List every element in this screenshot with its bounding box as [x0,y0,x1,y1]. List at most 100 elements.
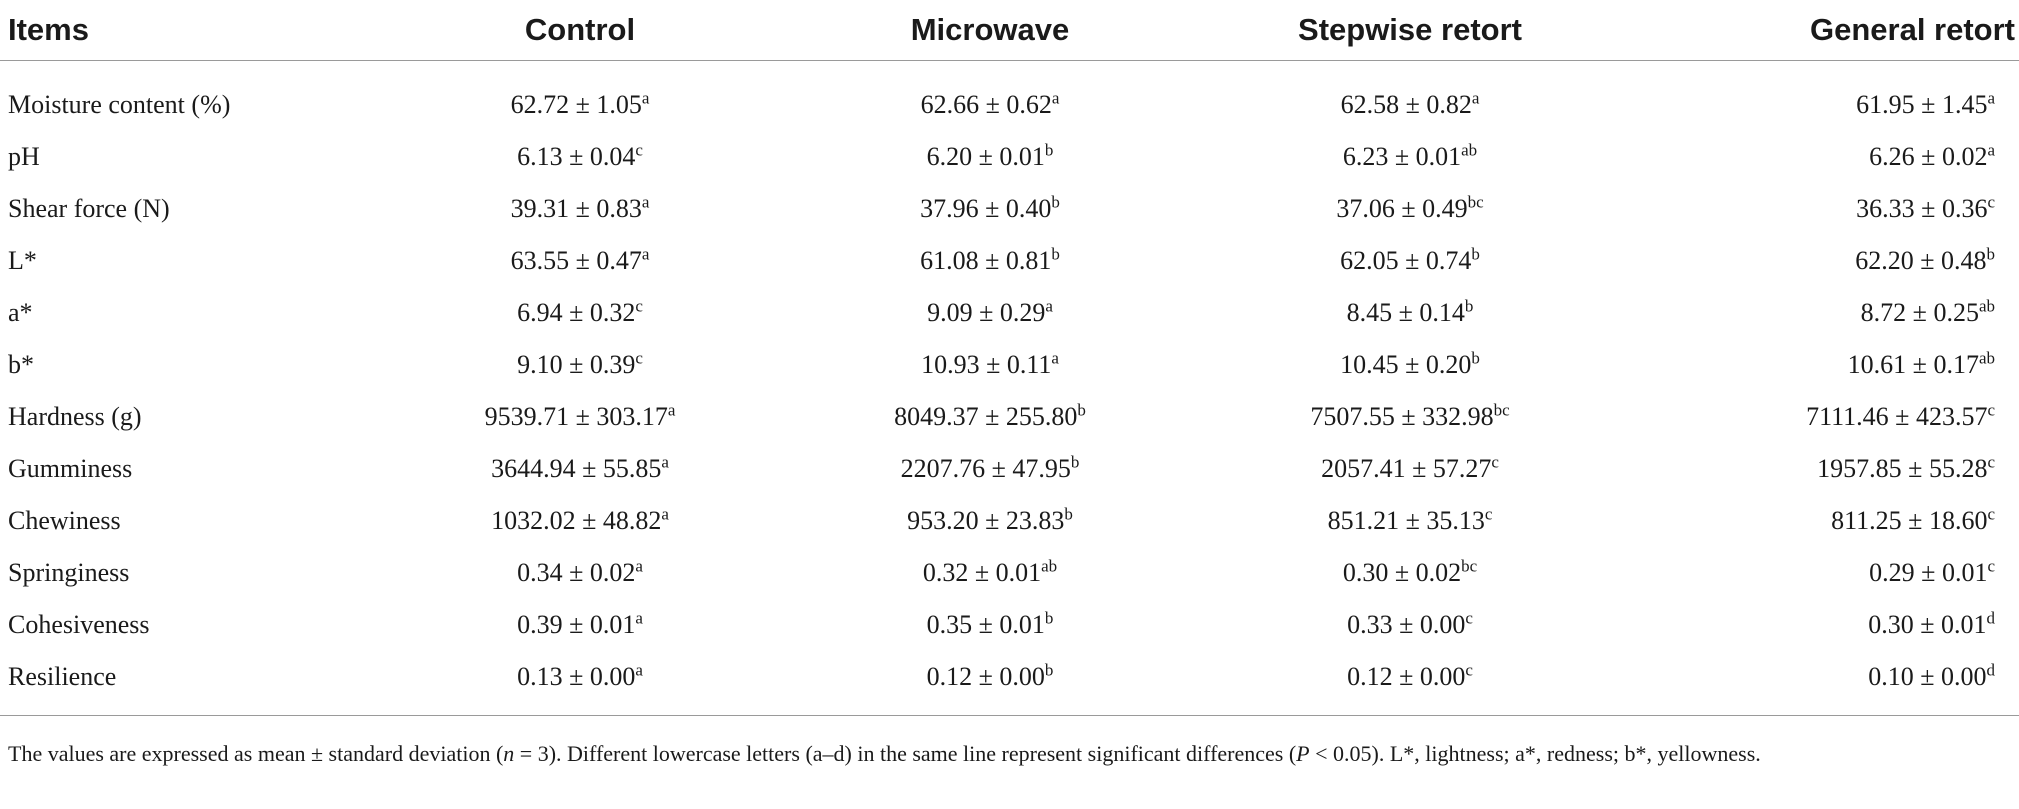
footer-divider [0,715,2019,716]
cell-value: 7507.55 ± 332.98 [1310,402,1494,431]
cell-value: 8.72 ± 0.25 [1860,298,1979,327]
table-cell: 10.45 ± 0.20b [1200,339,1620,391]
significance-letter: ab [1461,140,1478,160]
table-cell: 6.23 ± 0.01ab [1200,131,1620,183]
significance-letter: c [635,140,643,160]
table-cell: 7111.46 ± 423.57c [1620,391,2019,443]
significance-letter: a [635,556,643,576]
table-cell: 851.21 ± 35.13c [1200,495,1620,547]
table-row: b* 9.10 ± 0.39c 10.93 ± 0.11a 10.45 ± 0.20b… [0,339,2019,391]
header-stepwise-retort: Stepwise retort [1298,12,1522,47]
significance-letter: b [1464,296,1474,316]
significance-letter: a [641,244,650,264]
cell-value: 62.58 ± 0.82 [1340,90,1472,119]
footnote-text-3: < 0.05). L*, lightness; a*, redness; b*,… [1309,741,1761,766]
cell-value: 8049.37 ± 255.80 [894,402,1078,431]
table-cell: 9.09 ± 0.29a [780,287,1200,339]
footnote-p: P [1296,741,1310,766]
significance-letter: b [1986,244,1996,264]
significance-letter: bc [1467,192,1484,212]
row-label: Gumminess [8,454,133,483]
footnote-n: n [503,741,515,766]
significance-letter: b [1070,452,1080,472]
significance-letter: ab [1978,296,1995,316]
significance-letter: b [1051,192,1060,212]
table-cell: 10.93 ± 0.11a [780,339,1200,391]
cell-value: 0.39 ± 0.01 [517,610,636,639]
significance-letter: a [641,192,650,212]
cell-value: 61.08 ± 0.81 [920,246,1052,275]
significance-letter: a [1045,296,1053,316]
table-cell: 3644.94 ± 55.85a [380,443,780,495]
significance-letter: c [1491,452,1499,472]
cell-value: 0.10 ± 0.00 [1868,662,1987,691]
table-cell: 0.29 ± 0.01c [1620,547,2019,599]
table-cell: 0.33 ± 0.00c [1200,599,1620,651]
table-cell: 0.30 ± 0.02bc [1200,547,1620,599]
table-cell: 1032.02 ± 48.82a [380,495,780,547]
table-body: Moisture content (%) 62.72 ± 1.05a 62.66 ±… [0,61,2019,703]
table-cell: 61.95 ± 1.45a [1620,61,2019,131]
significance-letter: c [1987,556,1995,576]
significance-letter: d [1986,608,1996,628]
table-cell: 0.12 ± 0.00b [780,651,1200,703]
header-items: Items [8,12,89,47]
table-cell: 0.12 ± 0.00c [1200,651,1620,703]
significance-letter: b [1064,504,1073,524]
significance-letter: c [1484,504,1493,524]
table-footnote: The values are expressed as mean ± stand… [8,738,2013,770]
cell-value: 6.26 ± 0.02 [1869,142,1988,171]
significance-letter: c [1987,452,1995,472]
significance-letter: a [1987,88,1995,108]
cell-value: 1032.02 ± 48.82 [491,506,662,535]
table-row: pH 6.13 ± 0.04c 6.20 ± 0.01b 6.23 ± 0.01ab 6… [0,131,2019,183]
significance-letter: bc [1493,400,1510,420]
cell-value: 0.35 ± 0.01 [926,610,1045,639]
significance-letter: c [635,348,643,368]
table-row: Gumminess 3644.94 ± 55.85a 2207.76 ± 47.95… [0,443,2019,495]
cell-value: 6.20 ± 0.01 [926,142,1045,171]
significance-letter: a [1471,88,1480,108]
table-cell: 2057.41 ± 57.27c [1200,443,1620,495]
significance-letter: b [1044,660,1054,680]
cell-value: 9.10 ± 0.39 [517,350,636,379]
table-cell: 6.20 ± 0.01b [780,131,1200,183]
cell-value: 851.21 ± 35.13 [1327,506,1485,535]
cell-value: 10.61 ± 0.17 [1847,350,1979,379]
significance-letter: c [1987,400,1995,420]
table-cell: 0.39 ± 0.01a [380,599,780,651]
cell-value: 0.12 ± 0.00 [1347,662,1466,691]
cell-value: 39.31 ± 0.83 [510,194,642,223]
table-cell: 953.20 ± 23.83b [780,495,1200,547]
significance-letter: d [1986,660,1996,680]
significance-letter: b [1471,348,1480,368]
significance-letter: a [1987,140,1995,160]
header-divider [0,60,2019,61]
results-table: Items Control Microwave Stepwise retort … [0,12,2019,703]
table-cell: 39.31 ± 0.83a [380,183,780,235]
table-cell: 0.30 ± 0.01d [1620,599,2019,651]
header-microwave: Microwave [910,12,1070,47]
cell-value: 0.32 ± 0.01 [922,558,1042,587]
table-cell: 7507.55 ± 332.98bc [1200,391,1620,443]
table-cell: 8049.37 ± 255.80b [780,391,1200,443]
table-row: Moisture content (%) 62.72 ± 1.05a 62.66 ±… [0,61,2019,131]
significance-letter: b [1044,608,1054,628]
footnote-text-2: = 3). Different lowercase letters (a–d) … [514,741,1297,766]
cell-value: 0.30 ± 0.01 [1868,610,1987,639]
header-control: Control [524,12,636,47]
cell-value: 10.45 ± 0.20 [1340,350,1472,379]
row-label: Shear force (N) [8,194,170,223]
table-cell: 62.72 ± 1.05a [380,61,780,131]
table-row: a* 6.94 ± 0.32c 9.09 ± 0.29a 8.45 ± 0.14b 8.… [0,287,2019,339]
table-cell: 36.33 ± 0.36c [1620,183,2019,235]
cell-value: 62.66 ± 0.62 [920,90,1052,119]
row-label: b* [8,350,34,379]
cell-value: 0.30 ± 0.02 [1342,558,1462,587]
cell-value: 10.93 ± 0.11 [921,350,1052,379]
table-row: Cohesiveness 0.39 ± 0.01a 0.35 ± 0.01b 0.33… [0,599,2019,651]
significance-letter: a [635,660,643,680]
significance-letter: a [667,400,676,420]
table-cell: 6.94 ± 0.32c [380,287,780,339]
